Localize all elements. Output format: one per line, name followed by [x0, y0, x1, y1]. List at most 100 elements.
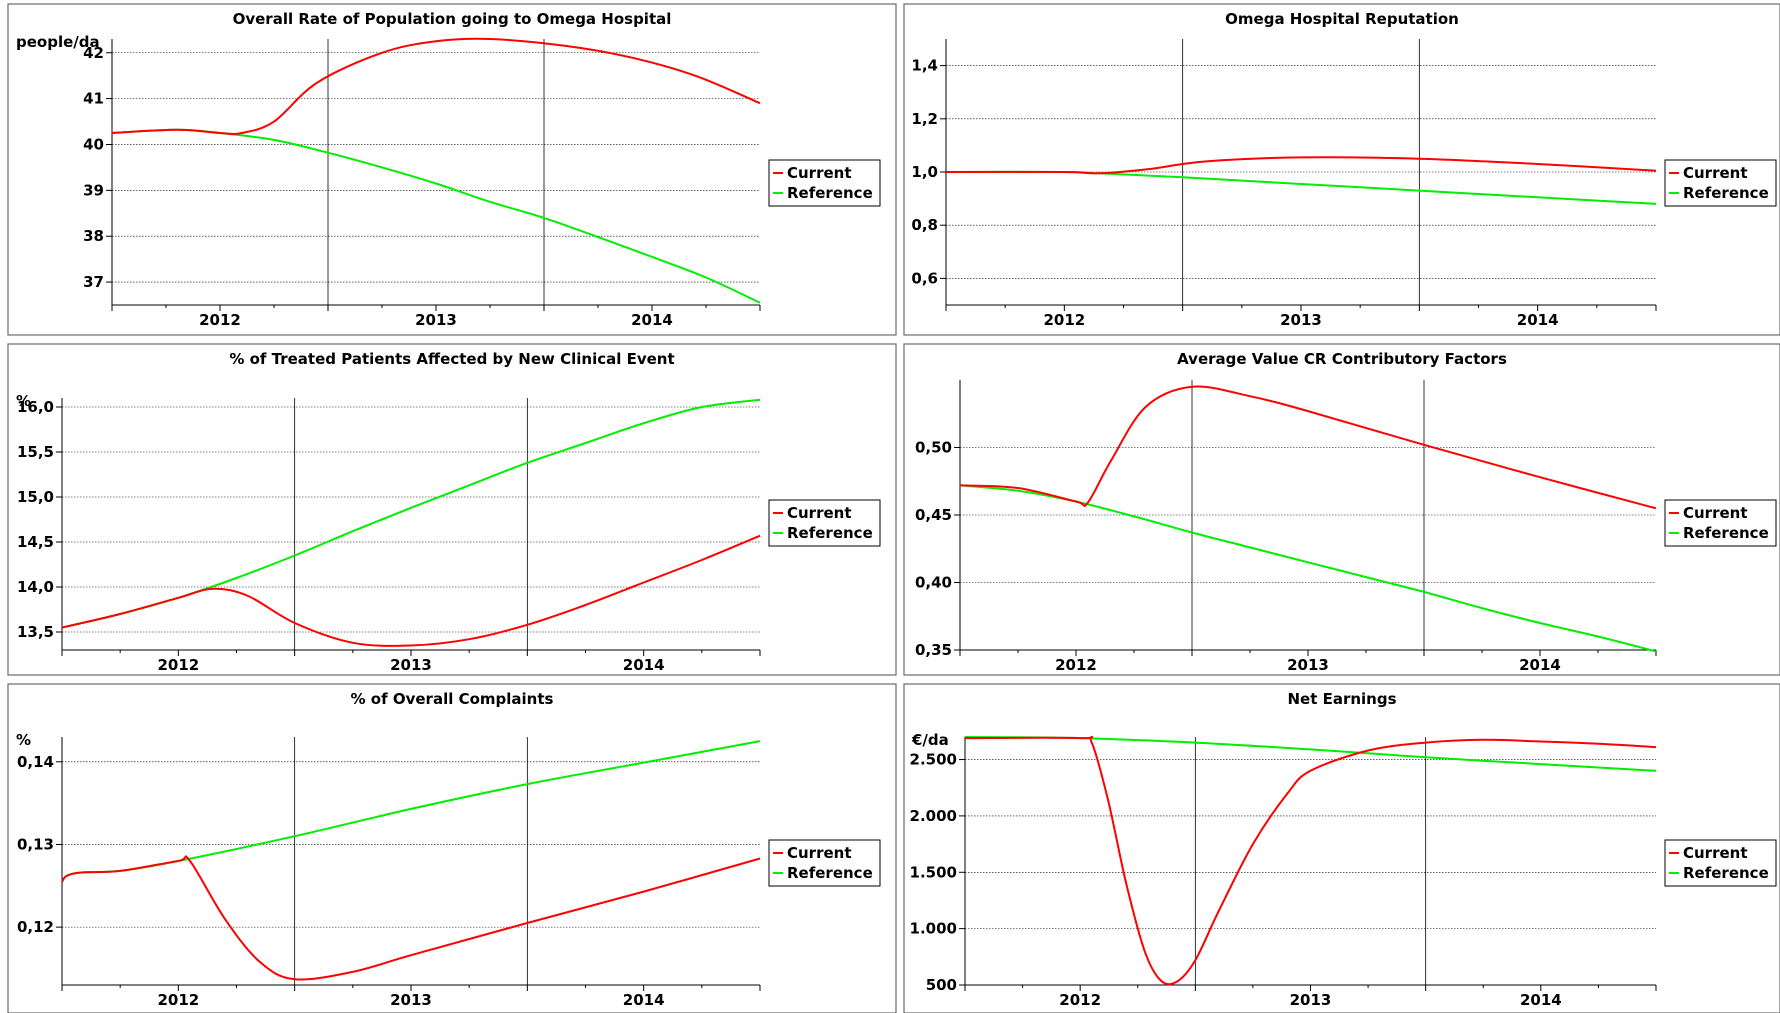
legend-label-current: Current	[1683, 504, 1748, 522]
y-tick-label: 42	[83, 44, 104, 62]
y-unit-label: %	[16, 392, 31, 410]
legend: Current Reference	[1664, 159, 1777, 207]
panel-frame	[7, 683, 897, 1013]
x-tick-label: 2012	[157, 991, 199, 1009]
x-tick-label: 2013	[390, 991, 432, 1009]
x-tick-label: 2014	[623, 656, 665, 674]
y-tick-label: 1,2	[911, 110, 938, 128]
x-tick-label: 2014	[1517, 311, 1559, 329]
x-tick-label: 2014	[1520, 991, 1562, 1009]
series-line-current	[959, 385, 1657, 510]
chart-title: % of Overall Complaints	[351, 690, 554, 708]
series-line-current	[945, 156, 1657, 175]
legend-box	[768, 839, 881, 887]
x-tick-label: 2014	[631, 311, 673, 329]
legend-label-reference: Reference	[787, 524, 873, 542]
y-tick-label: 0,14	[17, 753, 54, 771]
y-tick-label: 16,0	[17, 398, 54, 416]
chart-title: Omega Hospital Reputation	[1225, 10, 1459, 28]
y-tick-label: 41	[83, 90, 104, 108]
legend-label-reference: Reference	[1683, 864, 1769, 882]
panel-frame	[903, 343, 1780, 676]
y-tick-label: 1,4	[911, 57, 938, 75]
y-tick-label: 1,0	[911, 163, 938, 181]
y-tick-label: 0,6	[911, 269, 938, 287]
panel-frame	[7, 3, 897, 336]
y-tick-label: 13,5	[17, 623, 54, 641]
y-tick-label: 1.000	[910, 920, 957, 938]
legend-box	[768, 499, 881, 547]
x-tick-label: 2013	[390, 656, 432, 674]
series-line-current	[964, 735, 1657, 986]
series-line-current	[111, 37, 761, 135]
y-tick-label: 0,8	[911, 216, 938, 234]
y-tick-label: 14,5	[17, 533, 54, 551]
chart-title: Net Earnings	[1287, 690, 1396, 708]
legend-box	[768, 159, 881, 207]
x-tick-label: 2012	[1043, 311, 1085, 329]
chart-title: Average Value CR Contributory Factors	[1177, 350, 1507, 368]
x-tick-label: 2014	[623, 991, 665, 1009]
legend-box	[1664, 499, 1777, 547]
legend-label-current: Current	[1683, 164, 1748, 182]
legend: Current Reference	[768, 839, 881, 887]
chart-panel-4: Average Value CR Contributory Factors 0,3…	[903, 343, 1780, 676]
x-tick-label: 2012	[1055, 656, 1097, 674]
y-tick-label: 37	[83, 273, 104, 291]
y-tick-label: 0,12	[17, 918, 54, 936]
y-tick-label: 15,5	[17, 443, 54, 461]
y-unit-label: €/da	[911, 731, 949, 749]
chart-panel-6: Net Earnings €/da 500 1.000 1.500 2.000 2.500 2…	[903, 683, 1780, 1013]
x-tick-label: 2013	[1290, 991, 1332, 1009]
legend: Current Reference	[768, 159, 881, 207]
legend-box	[1664, 839, 1777, 887]
chart-panel-3: % of Treated Patients Affected by New Cl…	[7, 343, 897, 676]
x-tick-label: 2014	[1519, 656, 1561, 674]
legend-label-reference: Reference	[1683, 524, 1769, 542]
y-tick-label: 39	[83, 181, 104, 199]
chart-panel-5: % of Overall Complaints% 0,12 0,13 0,14 2012…	[7, 683, 897, 1013]
y-unit-label: %	[16, 731, 31, 749]
y-tick-label: 0,35	[915, 641, 952, 659]
y-tick-label: 1.500	[910, 863, 957, 881]
y-tick-label: 14,0	[17, 578, 54, 596]
x-tick-label: 2013	[1287, 656, 1329, 674]
y-tick-label: 15,0	[17, 488, 54, 506]
panel-frame	[7, 343, 897, 676]
legend-label-reference: Reference	[1683, 184, 1769, 202]
chart-title: % of Treated Patients Affected by New Cl…	[229, 350, 674, 368]
x-tick-label: 2012	[199, 311, 241, 329]
legend: Current Reference	[1664, 839, 1777, 887]
y-tick-label: 2.500	[910, 751, 957, 769]
legend-label-reference: Reference	[787, 184, 873, 202]
y-unit-label: people/da	[16, 33, 100, 51]
legend: Current Reference	[1664, 499, 1777, 547]
legend: Current Reference	[768, 499, 881, 547]
y-tick-label: 38	[83, 227, 104, 245]
legend-label-current: Current	[1683, 844, 1748, 862]
y-tick-label: 0,13	[17, 835, 54, 853]
y-tick-label: 40	[83, 135, 104, 153]
y-tick-label: 2.000	[910, 807, 957, 825]
legend-label-current: Current	[787, 504, 852, 522]
legend-label-current: Current	[787, 164, 852, 182]
y-tick-label: 0,45	[915, 506, 952, 524]
y-tick-label: 0,40	[915, 574, 952, 592]
x-tick-label: 2012	[157, 656, 199, 674]
y-tick-label: 0,50	[915, 439, 952, 457]
x-tick-label: 2013	[415, 311, 457, 329]
legend-label-current: Current	[787, 844, 852, 862]
chart-panel-2: Omega Hospital Reputation 0,6 0,8 1,0 1,2 1,4…	[903, 3, 1780, 336]
legend-box	[1664, 159, 1777, 207]
series-line-current	[61, 855, 761, 981]
y-tick-label: 500	[926, 976, 957, 994]
x-tick-label: 2012	[1059, 991, 1101, 1009]
chart-panel-1: Overall Rate of Population going to Omeg…	[7, 3, 897, 336]
panel-frame	[903, 683, 1780, 1013]
series-line-current	[61, 534, 761, 647]
x-tick-label: 2013	[1280, 311, 1322, 329]
chart-title: Overall Rate of Population going to Omeg…	[233, 10, 672, 28]
legend-label-reference: Reference	[787, 864, 873, 882]
